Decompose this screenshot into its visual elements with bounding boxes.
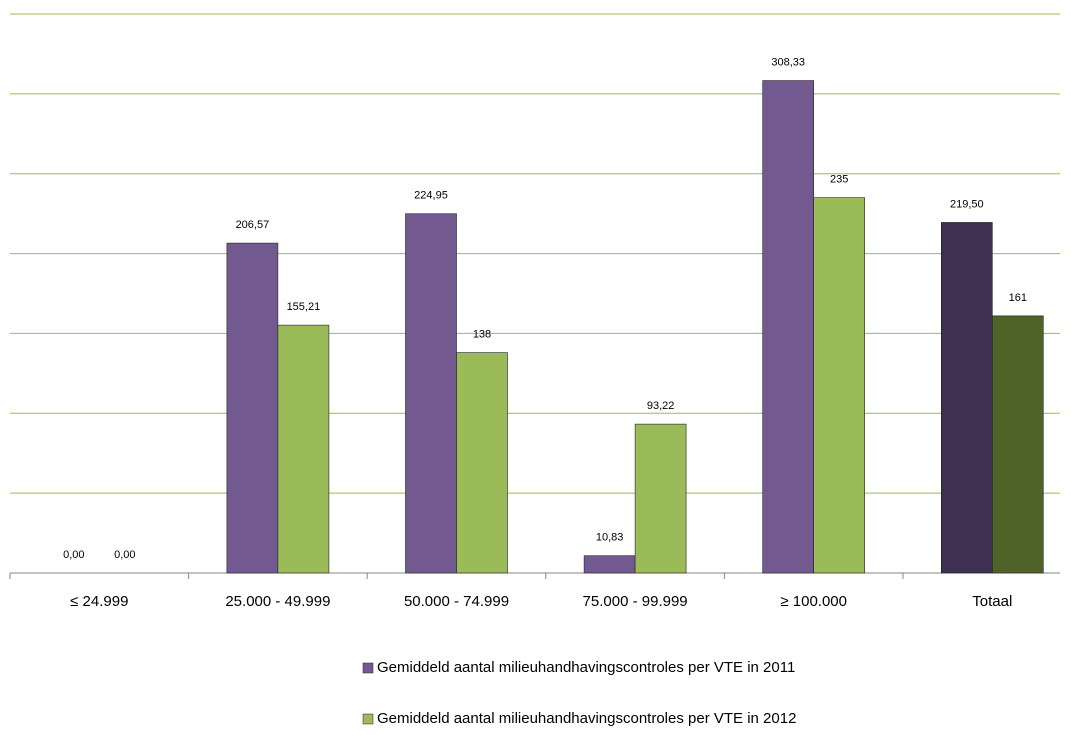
bar [583, 555, 636, 574]
value-label: 155,21 [287, 301, 321, 313]
bar [456, 352, 508, 574]
bar [940, 222, 993, 574]
value-label: 0,00 [114, 549, 135, 561]
value-label: 224,95 [414, 190, 448, 202]
value-label: 0,00 [63, 549, 84, 561]
x-tick-label: Totaal [972, 593, 1012, 610]
bar [277, 324, 330, 574]
value-label: 206,57 [236, 219, 270, 231]
bar [762, 80, 815, 574]
value-label: 235 [830, 174, 848, 186]
x-tick-label: ≤ 24.999 [70, 593, 128, 610]
x-tick-label: 25.000 - 49.999 [225, 593, 330, 610]
value-label: 219,50 [950, 198, 984, 210]
x-tick-label: ≥ 100.000 [780, 593, 847, 610]
value-label: 10,83 [596, 532, 624, 544]
bar [405, 213, 457, 574]
bar [813, 197, 866, 574]
value-label: 308,33 [771, 56, 805, 68]
value-label: 138 [473, 329, 491, 341]
legend-label: Gemiddeld aantal milieuhandhavingscontro… [377, 710, 796, 727]
bar [991, 315, 1044, 574]
bar [634, 423, 687, 574]
legend-label: Gemiddeld aantal milieuhandhavingscontro… [377, 659, 795, 676]
legend-swatch [362, 662, 374, 674]
value-label: 161 [1009, 292, 1027, 304]
x-tick-label: 50.000 - 74.999 [404, 593, 509, 610]
value-label: 93,22 [647, 400, 675, 412]
legend-swatch [362, 713, 374, 725]
bar [226, 242, 279, 574]
x-tick-label: 75.000 - 99.999 [583, 593, 688, 610]
